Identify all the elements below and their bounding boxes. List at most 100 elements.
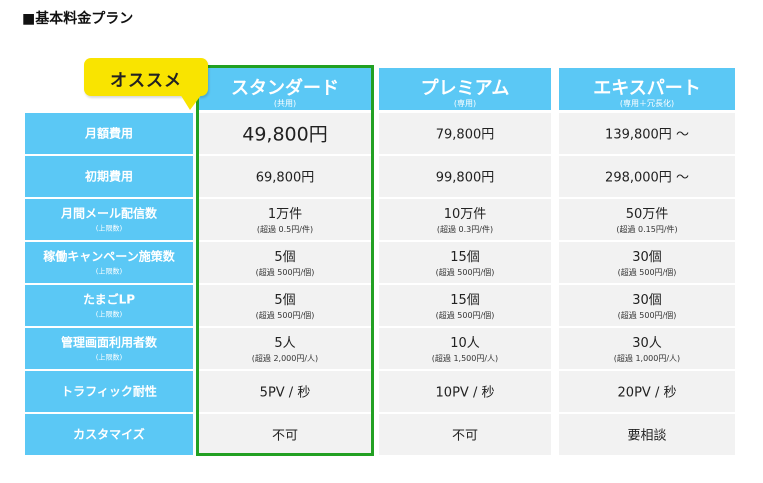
plan-header-expert: エキスパート (専用＋冗長化) [559,68,735,110]
table-cell: 20PV / 秒 [559,371,735,412]
plan-sub: (専用＋冗長化) [619,99,675,108]
row-label: 初期費用 [25,156,193,197]
recommend-badge: オススメ [84,58,208,96]
table-cell: 30個 (超過 500円/個) [559,285,735,326]
row-label-text: カスタマイズ [73,427,145,442]
row-label-sub: (上限数) [95,267,123,276]
cell-inner: 69,800円 [199,167,371,186]
cell-value: 99,800円 [435,170,495,186]
cell-inner: 30個 (超過 500円/個) [559,289,735,321]
table-cell: 15個 (超過 500円/個) [379,285,551,326]
cell-value: 要相談 [627,428,667,444]
row-label-inner: たまごLP (上限数) [25,291,193,320]
cell-note: (超過 0.15円/件) [616,225,678,235]
row-label-inner: 管理画面利用者数 (上限数) [25,334,193,363]
cell-inner: 5個 (超過 500円/個) [199,246,371,278]
cell-note: (超過 1,500円/人) [431,354,499,364]
cell-value: 10人 [450,336,480,352]
table-cell: 要相談 [559,414,735,455]
recommend-badge-pointer [180,94,202,110]
plan-header-standard: スタンダード (共用) [199,68,371,110]
table-cell: 不可 [199,414,371,455]
row-label-sub: (上限数) [95,353,123,362]
row-label: 月間メール配信数 (上限数) [25,199,193,240]
row-label-inner: 月間メール配信数 (上限数) [25,205,193,234]
plan-sub: (共用) [273,99,297,108]
row-label-text: 管理画面利用者数 [60,335,157,350]
table-cell: 1万件 (超過 0.5円/件) [199,199,371,240]
table-cell: 99,800円 [379,156,551,197]
cell-inner: 不可 [199,425,371,444]
cell-value: 69,800円 [255,170,315,186]
cell-note: (超過 500円/個) [435,311,495,321]
cell-inner: 10万件 (超過 0.3円/件) [379,203,551,235]
row-label: たまごLP (上限数) [25,285,193,326]
cell-inner: 10人 (超過 1,500円/人) [379,332,551,364]
cell-value: 5個 [274,293,296,309]
cell-value: 15個 [450,293,480,309]
cell-value: 1万件 [267,207,303,223]
cell-inner: 79,800円 [379,124,551,143]
cell-inner: 139,800円 ～ [559,124,735,143]
cell-value: 298,000円 ～ [605,170,689,186]
table-cell: 5個 (超過 500円/個) [199,285,371,326]
row-label-sub: (上限数) [95,310,123,319]
plan-header-premium: プレミアム (専用) [379,68,551,110]
cell-inner: 20PV / 秒 [559,382,735,401]
table-cell: 298,000円 ～ [559,156,735,197]
cell-value: 10PV / 秒 [435,385,495,401]
cell-value: 79,800円 [435,127,495,143]
recommend-badge-label: オススメ [110,71,182,91]
cell-value: 49,800円 [242,123,328,146]
cell-inner: 99,800円 [379,167,551,186]
row-label-inner: 月額費用 [25,125,193,142]
cell-note: (超過 0.3円/件) [436,225,494,235]
row-label-inner: 稼働キャンペーン施策数 (上限数) [25,248,193,277]
table-cell: 49,800円 [199,113,371,154]
row-label: 管理画面利用者数 (上限数) [25,328,193,369]
row-label: 稼働キャンペーン施策数 (上限数) [25,242,193,283]
cell-value: 5PV / 秒 [259,385,311,401]
row-label-text: 初期費用 [84,169,133,184]
cell-note: (超過 500円/個) [255,311,315,321]
plan-sub: (専用) [453,99,477,108]
cell-inner: 50万件 (超過 0.15円/件) [559,203,735,235]
plan-name: エキスパート [593,78,701,99]
cell-value: 不可 [271,428,298,444]
cell-value: 139,800円 ～ [605,127,689,143]
cell-note: (超過 2,000円/人) [251,354,319,364]
row-label-text: 月額費用 [84,126,133,141]
cell-inner: 5PV / 秒 [199,382,371,401]
cell-note: (超過 500円/個) [617,311,677,321]
table-cell: 50万件 (超過 0.15円/件) [559,199,735,240]
cell-value: 10万件 [443,207,487,223]
table-cell: 不可 [379,414,551,455]
cell-value: 30人 [632,336,662,352]
table-cell: 5PV / 秒 [199,371,371,412]
row-label-inner: トラフィック耐性 [25,383,193,400]
cell-value: 不可 [451,428,478,444]
cell-note: (超過 500円/個) [435,268,495,278]
cell-inner: 5個 (超過 500円/個) [199,289,371,321]
table-cell: 5人 (超過 2,000円/人) [199,328,371,369]
cell-inner: 15個 (超過 500円/個) [379,289,551,321]
cell-value: 30個 [632,250,662,266]
cell-inner: 298,000円 ～ [559,167,735,186]
row-label: トラフィック耐性 [25,371,193,412]
row-label: カスタマイズ [25,414,193,455]
cell-inner: 30人 (超過 1,000円/人) [559,332,735,364]
row-label: 月額費用 [25,113,193,154]
cell-note: (超過 0.5円/件) [256,225,314,235]
table-cell: 5個 (超過 500円/個) [199,242,371,283]
pricing-table: スタンダード (共用) プレミアム (専用) エキスパート (専用＋冗長化) 月… [25,68,738,456]
cell-note: (超過 500円/個) [255,268,315,278]
plan-name: スタンダード [231,78,339,99]
table-cell: 79,800円 [379,113,551,154]
cell-inner: 要相談 [559,425,735,444]
cell-note: (超過 1,000円/人) [613,354,681,364]
row-label-text: トラフィック耐性 [61,384,157,399]
cell-value: 5個 [274,250,296,266]
table-cell: 10万件 (超過 0.3円/件) [379,199,551,240]
cell-inner: 10PV / 秒 [379,382,551,401]
row-label-inner: 初期費用 [25,168,193,185]
